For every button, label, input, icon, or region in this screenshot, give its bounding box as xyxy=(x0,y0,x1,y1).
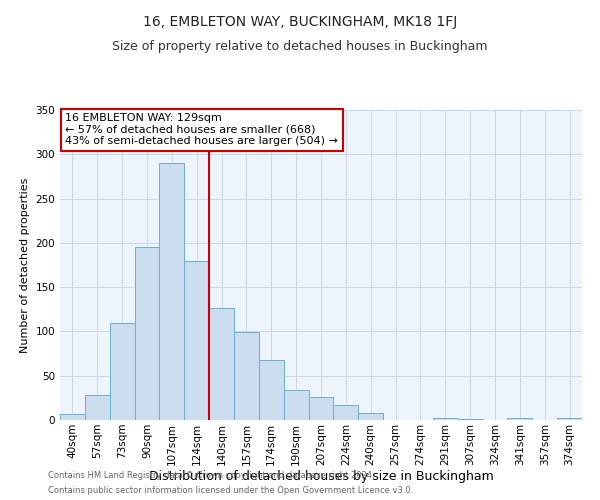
Bar xyxy=(557,418,582,420)
X-axis label: Distribution of detached houses by size in Buckingham: Distribution of detached houses by size … xyxy=(149,470,493,484)
Text: 16 EMBLETON WAY: 129sqm
← 57% of detached houses are smaller (668)
43% of semi-d: 16 EMBLETON WAY: 129sqm ← 57% of detache… xyxy=(65,113,338,146)
Y-axis label: Number of detached properties: Number of detached properties xyxy=(20,178,30,352)
Text: 16, EMBLETON WAY, BUCKINGHAM, MK18 1FJ: 16, EMBLETON WAY, BUCKINGHAM, MK18 1FJ xyxy=(143,15,457,29)
Bar xyxy=(358,413,383,420)
Bar xyxy=(160,163,184,420)
Bar xyxy=(85,395,110,420)
Bar xyxy=(234,332,259,420)
Bar xyxy=(60,414,85,420)
Bar xyxy=(308,397,334,420)
Text: Contains public sector information licensed under the Open Government Licence v3: Contains public sector information licen… xyxy=(48,486,413,495)
Bar xyxy=(508,418,532,420)
Bar xyxy=(209,308,234,420)
Bar xyxy=(458,419,482,420)
Bar xyxy=(259,360,284,420)
Text: Contains HM Land Registry data © Crown copyright and database right 2024.: Contains HM Land Registry data © Crown c… xyxy=(48,471,374,480)
Bar xyxy=(134,248,160,420)
Bar xyxy=(284,390,308,420)
Text: Size of property relative to detached houses in Buckingham: Size of property relative to detached ho… xyxy=(112,40,488,53)
Bar xyxy=(184,260,209,420)
Bar xyxy=(433,418,458,420)
Bar xyxy=(334,405,358,420)
Bar xyxy=(110,322,134,420)
